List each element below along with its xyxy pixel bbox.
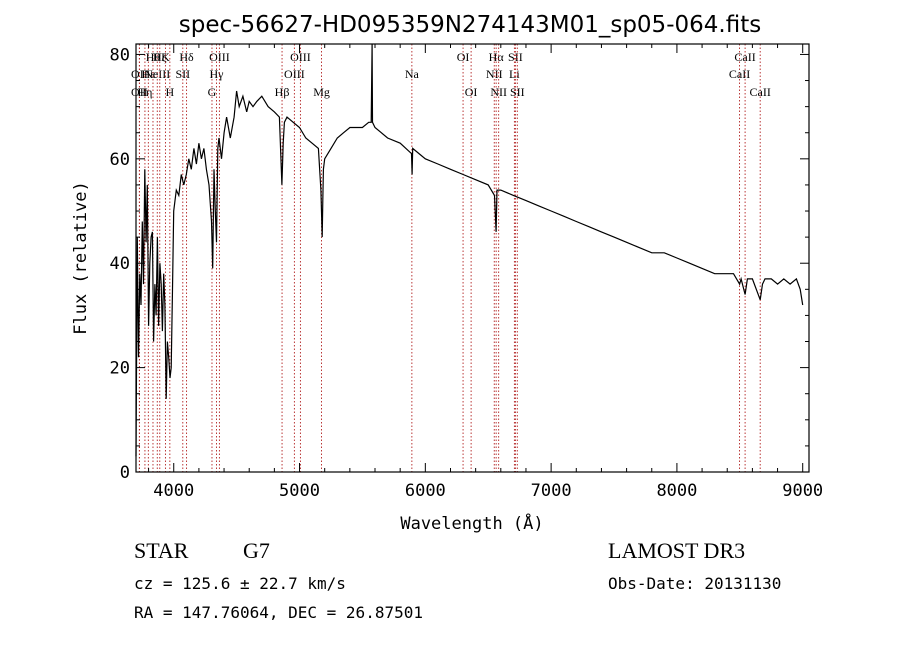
y-axis-label: Flux (relative) xyxy=(71,181,91,335)
y-tick-label: 60 xyxy=(110,150,130,170)
line-label: Li xyxy=(509,67,520,81)
line-label: Hγ xyxy=(210,67,225,81)
line-label: SII xyxy=(510,85,525,99)
line-label: OIII xyxy=(284,67,305,81)
line-label: SII xyxy=(508,50,523,64)
x-axis-label: Wavelength (Å) xyxy=(400,512,543,534)
survey-label: LAMOST DR3 xyxy=(608,538,746,563)
line-label: OI xyxy=(465,85,478,99)
line-label: OII xyxy=(131,67,148,81)
line-label: H xyxy=(166,85,175,99)
coordinates-readout: RA = 147.76064, DEC = 26.87501 xyxy=(134,603,423,622)
line-label: CaII xyxy=(729,67,750,81)
y-tick-label: 20 xyxy=(110,359,130,379)
line-label: G xyxy=(208,85,217,99)
x-tick-label: 6000 xyxy=(405,481,446,501)
plot-frame xyxy=(135,43,810,473)
line-label: Hβ xyxy=(275,85,290,99)
line-label: OII xyxy=(131,85,148,99)
line-label: CaII xyxy=(734,50,755,64)
x-tick-label: 7000 xyxy=(531,481,572,501)
line-label: K xyxy=(161,50,170,64)
line-label: Mg xyxy=(313,85,330,99)
line-label: NII xyxy=(490,85,507,99)
line-label: Hε xyxy=(141,67,155,81)
line-label: OI xyxy=(457,50,470,64)
line-label: Hζ xyxy=(153,50,167,64)
y-tick-label: 80 xyxy=(110,45,130,65)
line-label: NeIII xyxy=(144,67,170,81)
line-label: OIII xyxy=(209,50,230,64)
chart-title: spec-56627-HD095359N274143M01_sp05-064.f… xyxy=(179,12,761,38)
x-tick-label: 5000 xyxy=(279,481,320,501)
x-tick-label: 8000 xyxy=(656,481,697,501)
x-tick-label: 9000 xyxy=(782,481,823,501)
observation-date: Obs-Date: 20131130 xyxy=(608,574,782,593)
object-type-label: STAR xyxy=(134,538,189,563)
y-tick-label: 40 xyxy=(110,254,130,274)
line-label: Hδ xyxy=(179,50,194,64)
line-label: CaII xyxy=(750,85,771,99)
line-label: Na xyxy=(405,67,420,81)
line-label: SII xyxy=(175,67,190,81)
line-label: Hα xyxy=(489,50,505,64)
line-label: NII xyxy=(486,67,503,81)
emission-lines-layer: OIIOIIHηHεHθNeIIIHζKHSIIHδGHγOIIIHβOIIIO… xyxy=(131,44,771,472)
line-label: Hθ xyxy=(146,50,161,64)
line-label: OIII xyxy=(290,50,311,64)
spectral-class-label: G7 xyxy=(243,538,270,563)
spectrum-line xyxy=(135,43,804,457)
y-tick-label: 0 xyxy=(120,463,130,483)
redshift-readout: cz = 125.6 ± 22.7 km/s xyxy=(134,574,346,593)
line-label: Hη xyxy=(137,85,152,99)
x-tick-label: 4000 xyxy=(153,481,194,501)
